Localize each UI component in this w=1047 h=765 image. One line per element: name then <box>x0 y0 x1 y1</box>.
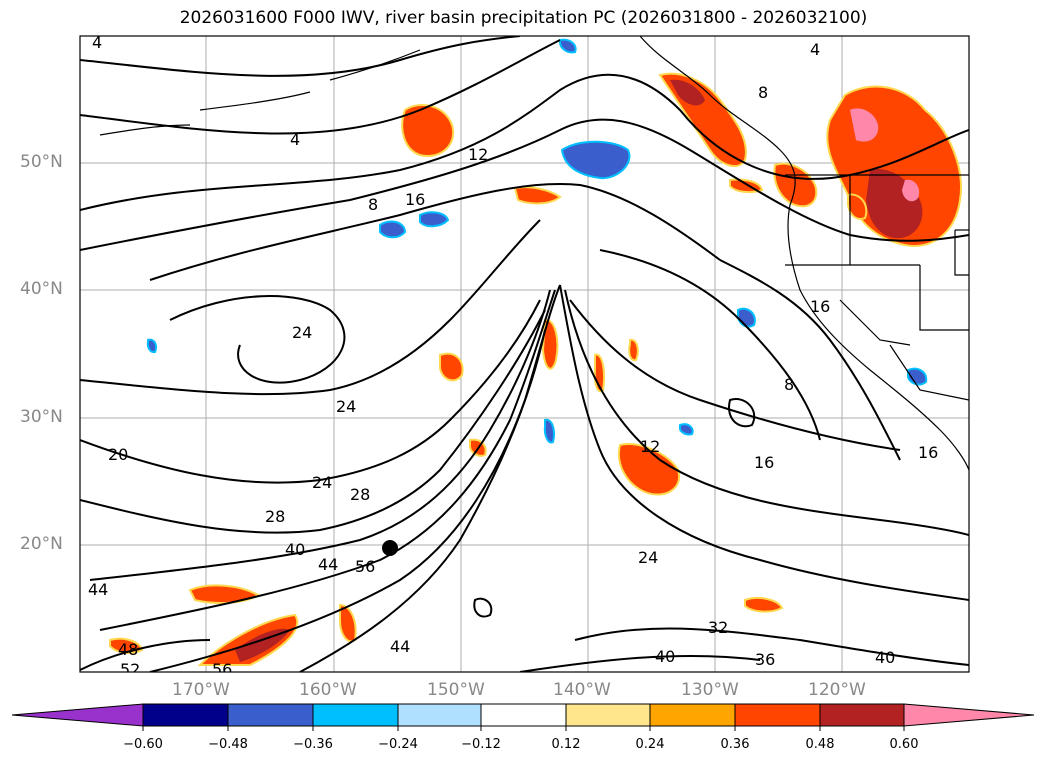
lat-label-20n: 20°N <box>20 534 63 554</box>
contour-label: 24 <box>638 548 658 567</box>
colorbar-segment <box>649 703 736 727</box>
contour-label: 36 <box>755 650 775 669</box>
contour-label: 8 <box>368 195 378 214</box>
colorbar <box>11 703 1035 731</box>
contour-label: 4 <box>290 130 300 149</box>
colorbar-tick-label: 0.48 <box>805 737 835 752</box>
contour-label: 32 <box>708 618 728 637</box>
colorbar-segment <box>734 703 821 727</box>
contour-label: 24 <box>292 323 312 342</box>
contour-label: 20 <box>108 445 128 464</box>
contour-label: 16 <box>405 190 425 209</box>
lon-label-160w: 160°W <box>299 680 357 700</box>
precip-negative-areas <box>146 38 928 444</box>
coastline <box>99 36 969 471</box>
contour-label: 40 <box>875 648 895 667</box>
contour-label: 40 <box>285 540 305 559</box>
colorbar-segment <box>819 703 905 727</box>
colorbar-segment <box>227 703 314 727</box>
contour-label: 56 <box>355 557 375 576</box>
lon-label-170w: 170°W <box>172 680 230 700</box>
lat-label-50n: 50°N <box>20 152 63 172</box>
contour-label: 44 <box>88 580 108 599</box>
colorbar-segment <box>480 703 567 727</box>
colorbar-tick-label: −0.24 <box>378 737 418 752</box>
contour-label: 8 <box>758 83 768 102</box>
colorbar-tick-label: 0.60 <box>889 737 919 752</box>
colorbar-tick-label: −0.60 <box>123 737 163 752</box>
location-marker <box>382 540 398 556</box>
colorbar-tick-label: 0.24 <box>635 737 665 752</box>
colorbar-segment <box>142 703 229 727</box>
contour-label: 28 <box>265 507 285 526</box>
lat-label-40n: 40°N <box>20 279 63 299</box>
map-background <box>80 36 969 672</box>
lon-label-120w: 120°W <box>808 680 866 700</box>
map-frame <box>79 35 970 673</box>
colorbar-tick-label: −0.12 <box>461 737 501 752</box>
lon-label-140w: 140°W <box>553 680 611 700</box>
lon-label-150w: 150°W <box>427 680 485 700</box>
contour-label: 4 <box>92 33 102 52</box>
contour-label: 28 <box>350 485 370 504</box>
colorbar-tick-label: 0.12 <box>551 737 581 752</box>
contour-label: 8 <box>784 375 794 394</box>
colorbar-segment <box>312 703 399 727</box>
colorbar-segment <box>565 703 651 727</box>
contour-label: 44 <box>318 555 338 574</box>
contour-label: 56 <box>212 660 232 679</box>
contour-label: 12 <box>468 145 488 164</box>
lat-label-30n: 30°N <box>20 407 63 427</box>
contour-label: 16 <box>754 453 774 472</box>
lon-label-130w: 130°W <box>681 680 739 700</box>
contour-label: 24 <box>336 397 356 416</box>
colorbar-tick-label: 0.36 <box>720 737 750 752</box>
colorbar-segment <box>397 703 482 727</box>
contour-label: 40 <box>655 647 675 666</box>
contour-labels: 4 4 4 8 8 8 12 12 16 16 16 20 24 24 24 2… <box>88 33 938 679</box>
contour-label: 12 <box>640 437 660 456</box>
contour-label: 44 <box>390 637 410 656</box>
colorbar-extend-high <box>903 703 1035 727</box>
colorbar-tick-label: −0.48 <box>208 737 248 752</box>
map-title: 2026031600 F000 IWV, river basin precipi… <box>179 8 868 28</box>
colorbar-extend-low <box>11 703 144 727</box>
contour-label: 52 <box>120 660 140 679</box>
contour-label: 16 <box>810 297 830 316</box>
precip-positive-areas <box>109 72 962 666</box>
contour-label: 16 <box>918 443 938 462</box>
contour-label: 4 <box>810 40 820 59</box>
contour-label: 48 <box>118 640 138 659</box>
colorbar-tick-label: −0.36 <box>293 737 333 752</box>
contour-label: 24 <box>312 473 332 492</box>
